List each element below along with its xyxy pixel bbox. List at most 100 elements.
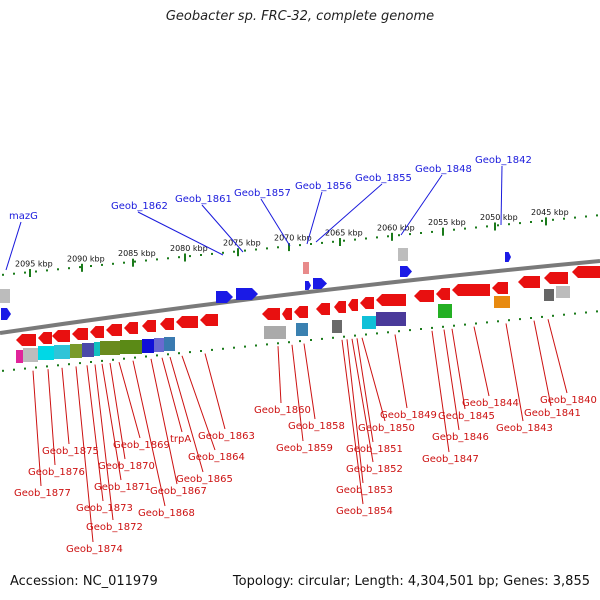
bottom-label-leader [109, 362, 126, 460]
reverse-gene-arrow [52, 330, 70, 342]
outer-track-dot [464, 227, 466, 230]
top-label-leader [500, 165, 503, 226]
reverse-gene-arrow [90, 326, 104, 338]
inner-track-dot [68, 363, 70, 366]
outer-track-dot [233, 250, 235, 253]
outer-track-dot [596, 214, 598, 217]
forward-gene-arrow [305, 281, 311, 290]
outer-track-dot [90, 265, 92, 267]
feature-block [82, 343, 94, 357]
backbone-line [0, 259, 600, 335]
inner-track-dot [409, 329, 411, 332]
reverse-gene-arrow [414, 290, 434, 302]
outer-track-dot [420, 232, 422, 234]
inner-track-dot [57, 364, 59, 367]
bottom-label-leader [547, 319, 568, 394]
inner-track-dot [453, 324, 455, 327]
reverse-gene-arrow [106, 324, 122, 336]
outer-track-dot [310, 243, 312, 245]
inner-track-dot [35, 366, 37, 369]
inner-track-dot [442, 325, 444, 328]
bottom-label-leader [101, 363, 122, 481]
outer-track-dot [222, 251, 224, 254]
bottom-label-leader [291, 344, 304, 442]
outer-track-dot [321, 241, 323, 244]
reverse-gene-arrow [492, 282, 508, 294]
feature-block [154, 338, 164, 352]
scale-tick-label: 2085 kbp [118, 249, 156, 258]
outer-track-dot [486, 225, 488, 228]
inner-track-dot [519, 318, 521, 321]
bottom-label-leader [394, 334, 408, 409]
outer-track-dot [255, 248, 257, 251]
bottom-gene-label: Geob_1872 [86, 522, 143, 533]
outer-track-dot [508, 223, 510, 226]
outer-track-dot [585, 215, 587, 218]
top-gene-label: Geob_1855 [355, 173, 412, 184]
top-gene-label: Geob_1857 [234, 188, 291, 199]
inner-track-dot [156, 354, 158, 357]
bottom-label-leader [505, 323, 524, 422]
inner-track-dot [233, 346, 235, 349]
outer-track-dot [299, 244, 301, 247]
inner-track-dot [79, 362, 81, 365]
inner-track-dot [123, 357, 125, 360]
map-title: Geobacter sp. FRC-32, complete genome [165, 9, 435, 24]
outer-track-dot [200, 254, 202, 256]
bottom-label-leader [150, 358, 178, 485]
reverse-gene-arrow [360, 297, 374, 309]
inner-track-dot [189, 351, 191, 354]
feature-block [0, 289, 10, 303]
outer-track-dot [475, 226, 477, 229]
feature-block [264, 326, 286, 339]
inner-track-dot [24, 367, 26, 370]
bottom-gene-label: trpA [170, 434, 191, 445]
reverse-gene-arrow [38, 332, 52, 344]
inner-track-dot [299, 340, 301, 343]
inner-track-dot [343, 335, 345, 338]
top-label-leader [5, 221, 22, 271]
reverse-gene-arrow [376, 294, 406, 306]
bottom-gene-label: Geob_1846 [432, 432, 489, 443]
inner-track-dot [13, 368, 15, 371]
scale-tick-label: 2080 kbp [170, 244, 208, 253]
bottom-gene-label: Geob_1860 [254, 405, 311, 416]
feature-block [54, 345, 70, 359]
feature-block [100, 341, 120, 355]
bottom-label-leader [341, 339, 364, 505]
outer-track-dot [35, 270, 37, 273]
outer-track-dot [365, 237, 367, 240]
inner-track-dot [90, 361, 92, 363]
forward-gene-arrow [400, 266, 412, 277]
outer-track-dot [387, 235, 389, 238]
bottom-label-leader [361, 337, 386, 422]
bottom-label-leader [94, 364, 114, 521]
outer-track-dot [112, 262, 114, 265]
feature-block [362, 316, 376, 329]
outer-track-dot [574, 216, 576, 219]
bottom-gene-label: Geob_1863 [198, 431, 255, 442]
feature-block [142, 339, 154, 353]
feature-block [94, 342, 100, 356]
feature-block [16, 350, 23, 363]
scale-tick-label: 2060 kbp [377, 223, 415, 232]
bottom-gene-label: Geob_1875 [42, 446, 99, 457]
scale-tick-label: 2095 kbp [15, 260, 53, 269]
outer-track-dot [343, 239, 345, 242]
forward-gene-arrow [313, 278, 327, 289]
outer-track-dot [519, 222, 521, 225]
inner-track-dot [211, 348, 213, 351]
bottom-gene-label: Geob_1870 [98, 461, 155, 472]
forward-gene-arrow [505, 252, 511, 262]
top-gene-label: Geob_1856 [295, 181, 352, 192]
inner-track-dot [178, 352, 180, 355]
genome-backbone [0, 259, 600, 335]
bottom-gene-label: Geob_1873 [76, 503, 133, 514]
outer-track-dot [79, 266, 81, 269]
scale-tick-label: 2050 kbp [480, 213, 518, 222]
forward-gene-arrow [216, 291, 233, 303]
reverse-gene-arrow [176, 316, 198, 328]
reverse-gene-arrow [200, 314, 218, 326]
reverse-gene-arrow [262, 308, 280, 320]
